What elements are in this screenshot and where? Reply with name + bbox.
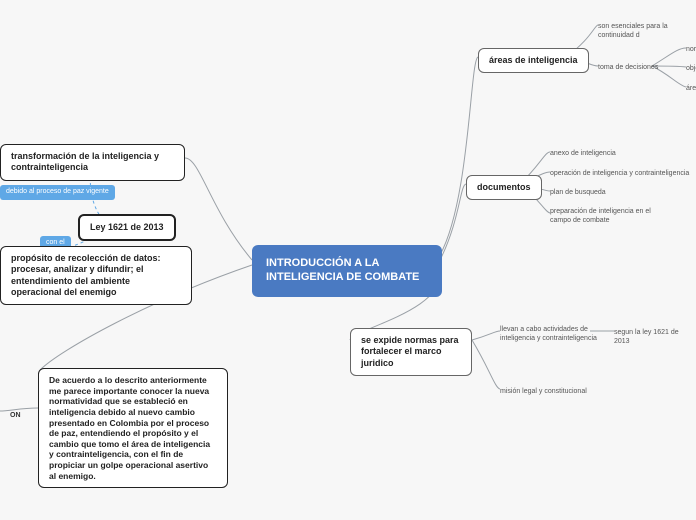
leaf-areas-areas2: áreas	[686, 83, 696, 96]
leaf-doc-4: preparación de inteligencia en el campo …	[550, 206, 660, 228]
leaf-doc-2: operación de inteligencia y contrainteli…	[550, 168, 689, 181]
cut-opinion-on: ON	[0, 406, 20, 427]
branch-normas[interactable]: se expide normas para fortalecer el marc…	[350, 328, 472, 376]
leaf-areas-norm: norm	[686, 44, 696, 57]
leaf-areas-continuidad: son esenciales para la continuidad d	[598, 21, 696, 43]
node-ley-1621[interactable]: Ley 1621 de 2013	[78, 214, 176, 241]
leaf-normas-1: llevan a cabo actividades de inteligenci…	[500, 324, 600, 346]
branch-transform[interactable]: transformación de la inteligencia y cont…	[0, 144, 185, 181]
node-opinion[interactable]: De acuerdo a lo descrito anteriormente m…	[38, 368, 228, 488]
root-node[interactable]: INTRODUCCIÓN A LA INTELIGENCIA DE COMBAT…	[252, 245, 442, 297]
leaf-doc-1: anexo de inteligencia	[550, 148, 616, 161]
leaf-areas-toma: toma de decisiones	[598, 62, 658, 75]
leaf-areas-objet: objet	[686, 63, 696, 76]
branch-areas[interactable]: áreas de inteligencia	[478, 48, 589, 73]
branch-documentos[interactable]: documentos	[466, 175, 542, 200]
node-proposito[interactable]: propósito de recolección de datos: proce…	[0, 246, 192, 305]
leaf-doc-3: plan de busqueda	[550, 187, 606, 200]
leaf-normas-1r: segun la ley 1621 de 2013	[614, 327, 696, 349]
leaf-normas-2: misión legal y constitucional	[500, 386, 587, 399]
tag-proceso-paz: debido al proceso de paz vigente	[0, 185, 115, 200]
